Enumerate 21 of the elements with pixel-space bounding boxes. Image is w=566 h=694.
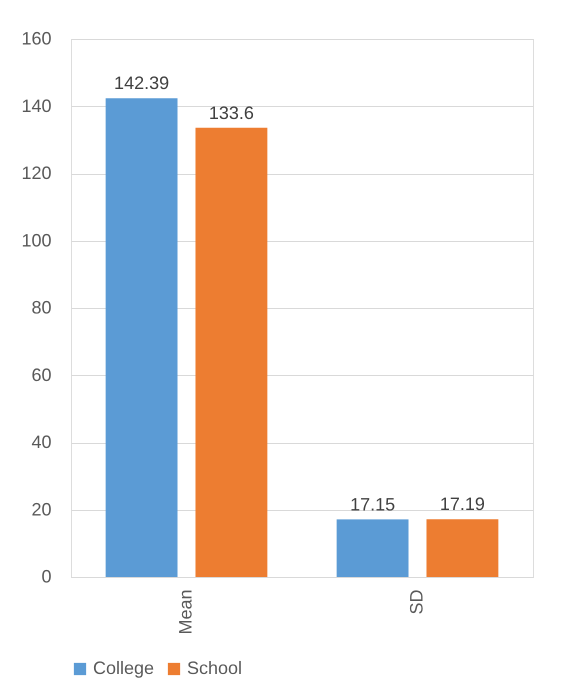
y-tick-label: 0 bbox=[41, 566, 52, 586]
x-tick-label: SD bbox=[406, 590, 426, 615]
legend-label: School bbox=[187, 658, 242, 678]
y-tick-label: 120 bbox=[21, 163, 52, 183]
data-label: 17.19 bbox=[440, 494, 485, 514]
y-tick-label: 80 bbox=[31, 298, 52, 318]
bar bbox=[106, 98, 178, 577]
y-tick-label: 40 bbox=[31, 432, 52, 452]
bar bbox=[426, 519, 498, 577]
bar bbox=[195, 128, 268, 577]
legend-label: College bbox=[93, 658, 154, 678]
y-tick-label: 20 bbox=[31, 499, 52, 520]
y-tick-label: 60 bbox=[31, 364, 52, 385]
bar bbox=[336, 519, 409, 577]
y-tick-label: 160 bbox=[21, 28, 52, 48]
data-label: 133.6 bbox=[208, 102, 254, 123]
y-tick-label: 100 bbox=[21, 230, 52, 250]
x-tick-label: Mean bbox=[176, 590, 196, 635]
y-tick-label: 140 bbox=[21, 96, 52, 116]
data-label: 142.39 bbox=[114, 73, 170, 94]
data-label: 17.15 bbox=[350, 494, 396, 514]
